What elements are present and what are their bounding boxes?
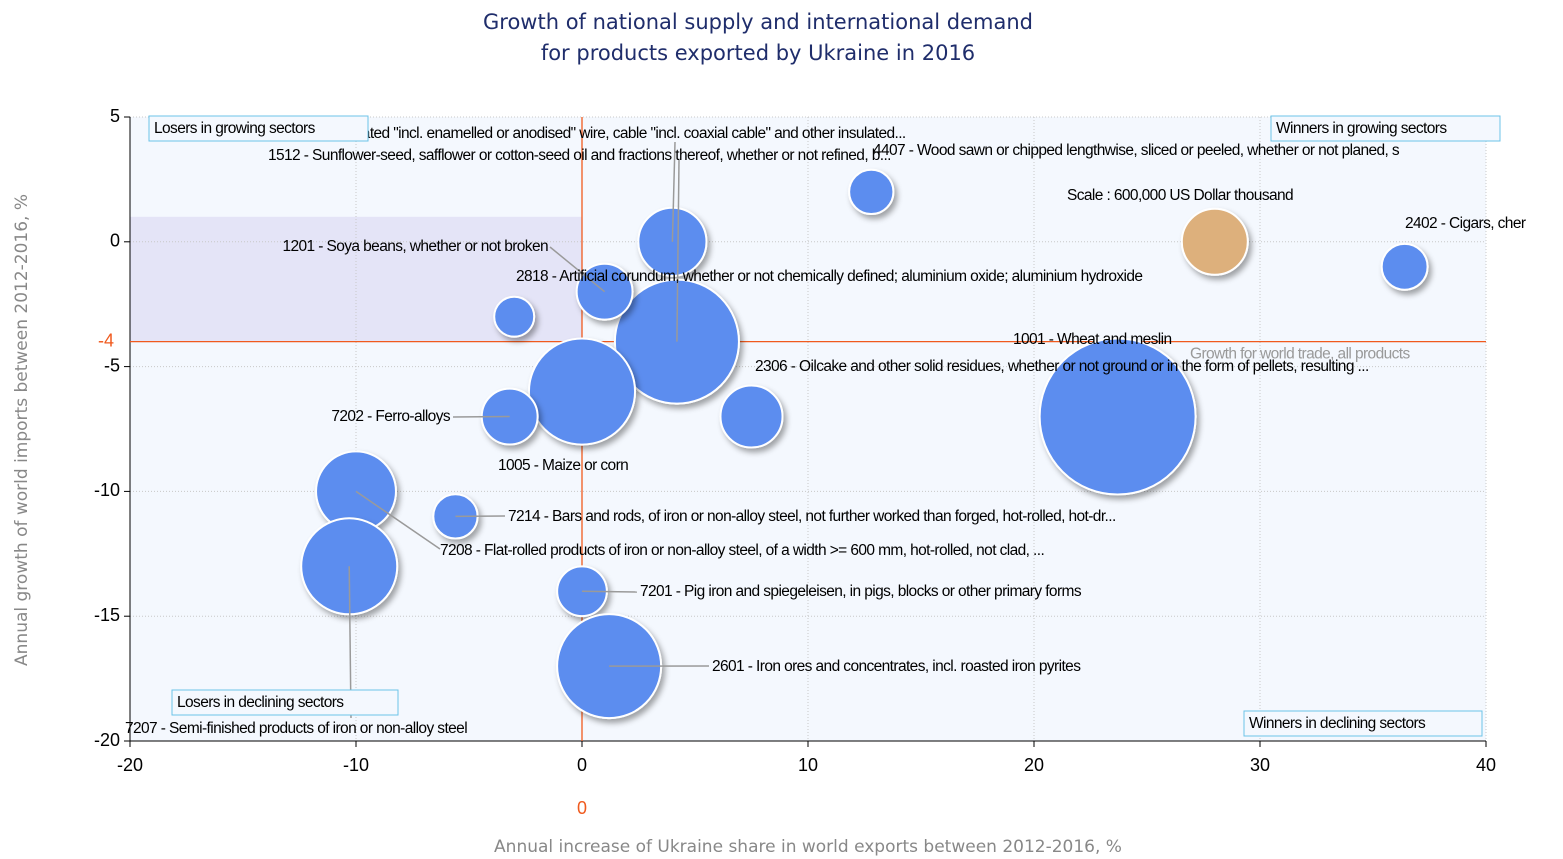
chart-title: for products exported by Ukraine in 2016 bbox=[541, 41, 975, 65]
leader-line bbox=[671, 141, 676, 242]
quadrant-label: Losers in declining sectors bbox=[177, 694, 344, 711]
y-axis-label: Annual growth of world imports between 2… bbox=[12, 194, 32, 666]
x-axis-label: Annual increase of Ukraine share in worl… bbox=[494, 837, 1122, 857]
point-label: 1512 - Sunflower-seed, safflower or cott… bbox=[268, 147, 891, 164]
leader-line bbox=[676, 159, 680, 342]
bubble bbox=[1380, 242, 1429, 291]
point-label: 2306 - Oilcake and other solid residues,… bbox=[755, 358, 1369, 375]
chart-title: Growth of national supply and internatio… bbox=[483, 10, 1033, 34]
y-tick-label: -5 bbox=[104, 355, 120, 375]
x-tick-label: 10 bbox=[798, 755, 818, 775]
quadrant-box bbox=[1270, 115, 1501, 142]
point-label: 1201 - Soya beans, whether or not broken bbox=[282, 238, 548, 255]
point-label: 8544 - Insulated "incl. enamelled or ano… bbox=[288, 125, 906, 142]
quadrant-label: Winners in growing sectors bbox=[1276, 120, 1447, 137]
point-label: 7201 - Pig iron and spiegeleisen, in pig… bbox=[640, 583, 1082, 600]
bubble bbox=[527, 337, 637, 446]
leader-line bbox=[549, 246, 606, 293]
quadrant-box bbox=[171, 689, 399, 716]
point-label: 2818 - Artificial corundum, whether or n… bbox=[516, 268, 1142, 285]
point-label: 7208 - Flat-rolled products of iron or n… bbox=[440, 542, 1044, 559]
leader-line bbox=[581, 590, 638, 593]
point-label: 7214 - Bars and rods, of iron or non-all… bbox=[508, 508, 1116, 525]
x-tick-label: 20 bbox=[1024, 755, 1044, 775]
quadrant-box bbox=[1243, 710, 1483, 737]
x-tick-label: 30 bbox=[1250, 755, 1270, 775]
y-tick-label: -20 bbox=[94, 730, 120, 750]
point-label: 1005 - Maize or corn bbox=[498, 457, 628, 474]
y-tick-label: 0 bbox=[110, 231, 120, 251]
scale-label: Scale : 600,000 US Dollar thousand bbox=[1067, 187, 1293, 204]
reference-y-label: -4 bbox=[98, 330, 114, 350]
bubble bbox=[719, 384, 784, 449]
reference-x-label: 0 bbox=[577, 798, 587, 818]
point-label: 7207 - Semi-finished products of iron or… bbox=[125, 720, 467, 737]
x-tick-label: 0 bbox=[577, 755, 587, 775]
bubble bbox=[848, 168, 895, 216]
point-label: 4407 - Wood sawn or chipped lengthwise, … bbox=[873, 142, 1400, 159]
point-label: 2601 - Iron ores and concentrates, incl.… bbox=[712, 658, 1081, 675]
x-tick-label: 40 bbox=[1476, 755, 1496, 775]
y-tick-label: 5 bbox=[110, 106, 120, 126]
x-tick-label: -20 bbox=[117, 755, 143, 775]
quadrant-box bbox=[148, 115, 369, 142]
y-tick-label: -10 bbox=[94, 480, 120, 500]
bubble bbox=[1038, 337, 1197, 496]
point-label: 2402 - Cigars, cher bbox=[1405, 215, 1526, 232]
point-label: 1001 - Wheat and meslin bbox=[1013, 331, 1172, 348]
point-label: 7202 - Ferro-alloys bbox=[331, 408, 451, 425]
y-tick-label: -15 bbox=[94, 605, 120, 625]
scale-bubble bbox=[1180, 207, 1249, 276]
x-tick-label: -10 bbox=[343, 755, 369, 775]
quadrant-label: Losers in growing sectors bbox=[154, 120, 316, 137]
quadrant-label: Winners in declining sectors bbox=[1249, 715, 1426, 732]
reference-label: Growth for world trade, all products bbox=[1190, 346, 1410, 363]
bubble bbox=[493, 295, 536, 338]
leader-line bbox=[355, 490, 441, 550]
